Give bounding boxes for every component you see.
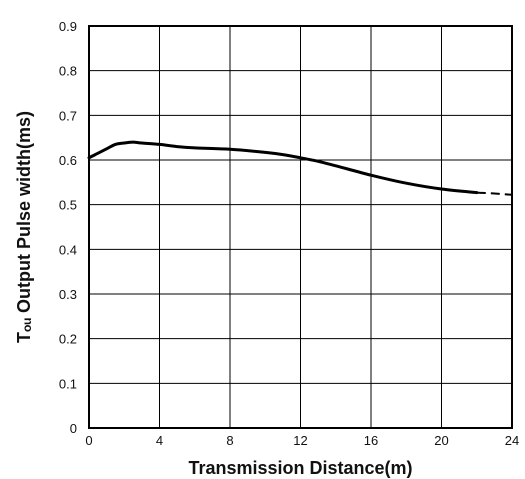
plot-frame [88,25,513,429]
y-tick-label: 0.4 [59,242,77,257]
y-tick-label: 0.8 [59,64,77,79]
x-tick-label: 20 [434,433,448,448]
y-axis-title: Tₒᵤ Output Pulse width(ms) [14,111,34,343]
x-tick-label: 0 [85,433,92,448]
y-tick-label: 0.6 [59,153,77,168]
y-tick-label: 0.7 [59,108,77,123]
x-tick-label: 16 [364,433,378,448]
y-tick-label: 0.2 [59,332,77,347]
y-tick-labels: 0 0.1 0.2 0.3 0.4 0.5 0.6 0.7 0.8 0.9 [59,19,77,436]
y-tick-label: 0.1 [59,376,77,391]
x-tick-label: 24 [505,433,519,448]
y-tick-label: 0.9 [59,19,77,34]
series-line [87,140,479,195]
y-tick-label: 0.3 [59,287,77,302]
series-layer [87,140,513,196]
y-tick-label: 0 [70,421,77,436]
y-tick-label: 0.5 [59,198,77,213]
x-axis-title: Transmission Distance(m) [188,458,412,478]
grid [88,25,513,429]
x-tick-labels: 0 4 8 12 16 20 24 [85,433,519,448]
series-line-dashed [476,191,513,196]
x-tick-label: 8 [226,433,233,448]
x-tick-label: 12 [293,433,307,448]
x-tick-label: 4 [156,433,163,448]
